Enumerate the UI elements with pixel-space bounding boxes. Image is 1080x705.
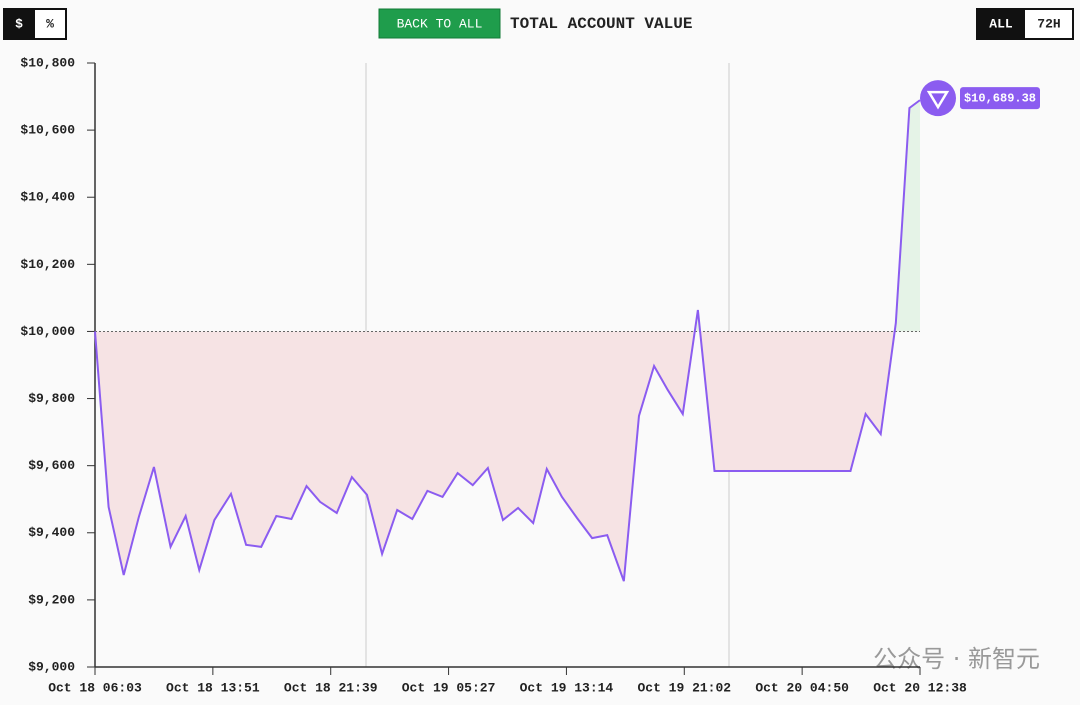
currency-button[interactable]: $ — [15, 16, 23, 31]
x-tick-label: Oct 18 21:39 — [284, 680, 378, 695]
watermark: 公众号 · 新智元 — [873, 645, 1040, 673]
x-tick-label: Oct 19 21:02 — [637, 680, 731, 695]
range-active — [977, 9, 1025, 39]
x-tick-label: Oct 20 12:38 — [873, 680, 967, 695]
back-button[interactable]: BACK TO ALL — [397, 16, 483, 31]
value-label-bg — [960, 87, 1040, 110]
y-tick-label: $9,200 — [28, 592, 75, 607]
back-button-bg[interactable] — [378, 8, 501, 39]
y-tick-label: $10,400 — [20, 190, 75, 205]
x-tick-label: Oct 18 06:03 — [48, 680, 142, 695]
toggle-active — [4, 9, 35, 39]
y-tick-label: $10,000 — [20, 324, 75, 339]
y-tick-label: $10,200 — [20, 257, 75, 272]
value-label: $10,689.38 — [964, 91, 1036, 105]
y-tick-label: $9,800 — [28, 391, 75, 406]
chart-title: TOTAL ACCOUNT VALUE — [510, 15, 692, 33]
area-loss — [95, 331, 895, 582]
value-line — [94, 99, 921, 582]
y-tick-label: $10,600 — [20, 123, 75, 138]
x-tick-label: Oct 19 05:27 — [402, 680, 496, 695]
range-button[interactable]: 72H — [1037, 16, 1060, 31]
x-tick-label: Oct 19 13:14 — [520, 680, 614, 695]
currency-toggle[interactable]: $ % — [3, 8, 67, 40]
all-button[interactable]: ALL — [989, 16, 1013, 31]
y-tick-label: $9,600 — [28, 458, 75, 473]
percent-button[interactable]: % — [46, 16, 54, 31]
x-tick-label: Oct 18 13:51 — [166, 680, 260, 695]
y-tick-label: $9,000 — [28, 659, 75, 674]
x-tick-label: Oct 20 04:50 — [755, 680, 849, 695]
y-tick-label: $9,400 — [28, 525, 75, 540]
marker-icon — [926, 90, 950, 110]
y-tick-label: $10,800 — [20, 55, 75, 70]
end-marker — [920, 80, 956, 117]
